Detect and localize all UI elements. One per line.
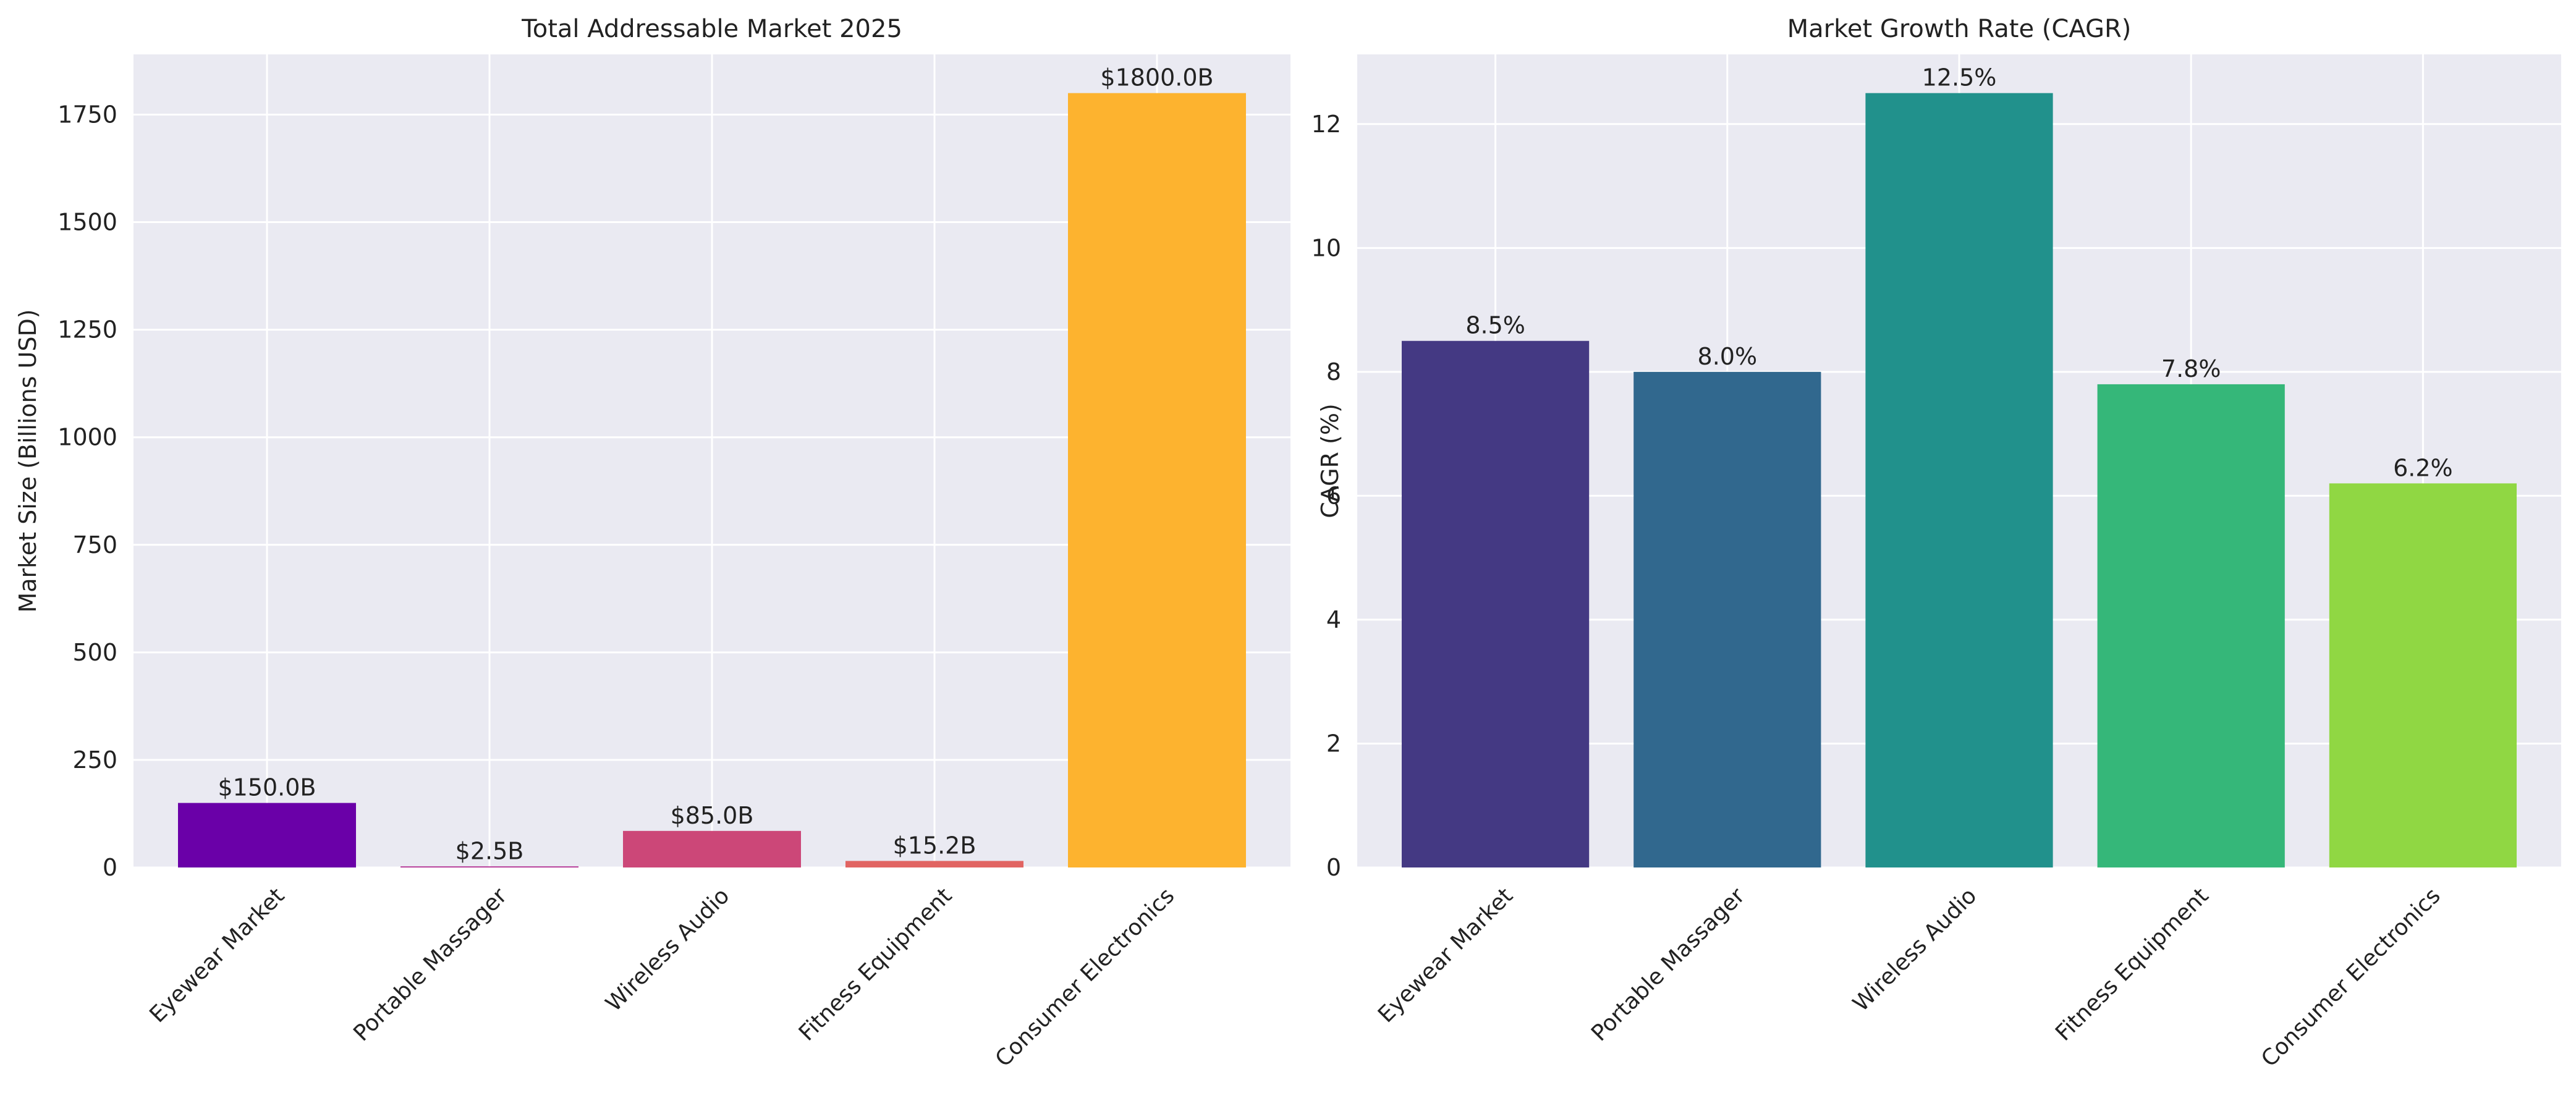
bar-value-label: 12.5% xyxy=(1922,64,1997,91)
bar xyxy=(845,861,1023,867)
bar-value-label: 8.0% xyxy=(1698,343,1758,370)
bar xyxy=(2329,483,2517,867)
x-tick-label: Wireless Audio xyxy=(601,883,734,1016)
x-tick-label: Fitness Equipment xyxy=(794,883,957,1045)
bar-value-label: 6.2% xyxy=(2393,454,2453,481)
bar-value-label: 8.5% xyxy=(1465,312,1525,339)
x-tick-label: Wireless Audio xyxy=(1848,883,1981,1016)
y-tick-label: 10 xyxy=(1311,234,1341,261)
y-tick-label: 4 xyxy=(1326,606,1341,633)
bar-value-label: $2.5B xyxy=(455,837,524,864)
bar xyxy=(1402,340,1590,867)
y-tick-label: 8 xyxy=(1326,358,1341,386)
y-tick-label: 750 xyxy=(72,531,117,559)
x-tick-label: Consumer Electronics xyxy=(991,883,1180,1072)
bar xyxy=(1865,93,2053,868)
y-tick-label: 0 xyxy=(103,854,117,881)
y-tick-label: 1000 xyxy=(57,424,117,451)
y-tick-label: 1750 xyxy=(57,101,117,128)
bar-value-label: $85.0B xyxy=(671,802,754,829)
bar xyxy=(623,830,801,867)
x-tick-label: Portable Massager xyxy=(1587,883,1750,1046)
chart-title: Market Growth Rate (CAGR) xyxy=(1787,15,2132,43)
bar xyxy=(400,866,578,867)
y-tick-label: 250 xyxy=(72,746,117,774)
y-tick-label: 1500 xyxy=(57,209,117,236)
bar xyxy=(1068,93,1246,868)
bar xyxy=(2097,384,2285,867)
chart-panel-2: 0 2 4 6 8 10 12 8.5% Eyewear Market 8.0% Portable … xyxy=(1311,15,2561,1072)
y-tick-label: 1250 xyxy=(57,316,117,344)
x-tick-label: Eyewear Market xyxy=(145,883,289,1028)
x-tick-label: Consumer Electronics xyxy=(2256,883,2446,1072)
y-tick-label: 0 xyxy=(1326,854,1341,881)
y-tick-label: 6 xyxy=(1326,482,1341,509)
bar-value-label: $1800.0B xyxy=(1100,64,1213,91)
y-tick-label: 2 xyxy=(1326,730,1341,757)
bar xyxy=(178,803,356,867)
bar-value-label: 7.8% xyxy=(2161,355,2221,382)
chart-panel-1: 0 250 500 750 1000 1250 1500 1750 $150.0B Eyewear… xyxy=(14,15,1290,1072)
x-tick-label: Portable Massager xyxy=(349,883,512,1046)
bar-value-label: $15.2B xyxy=(893,832,977,859)
x-tick-label: Eyewear Market xyxy=(1373,883,1518,1028)
y-tick-label: 12 xyxy=(1311,111,1341,138)
chart-title: Total Addressable Market 2025 xyxy=(521,15,902,43)
y-axis-label: Market Size (Billions USD) xyxy=(14,309,41,612)
x-tick-label: Fitness Equipment xyxy=(2051,883,2213,1045)
bar-value-label: $150.0B xyxy=(218,774,316,801)
y-axis-label: CAGR (%) xyxy=(1316,403,1344,518)
y-tick-label: 500 xyxy=(72,639,117,666)
bar xyxy=(1633,371,1821,867)
